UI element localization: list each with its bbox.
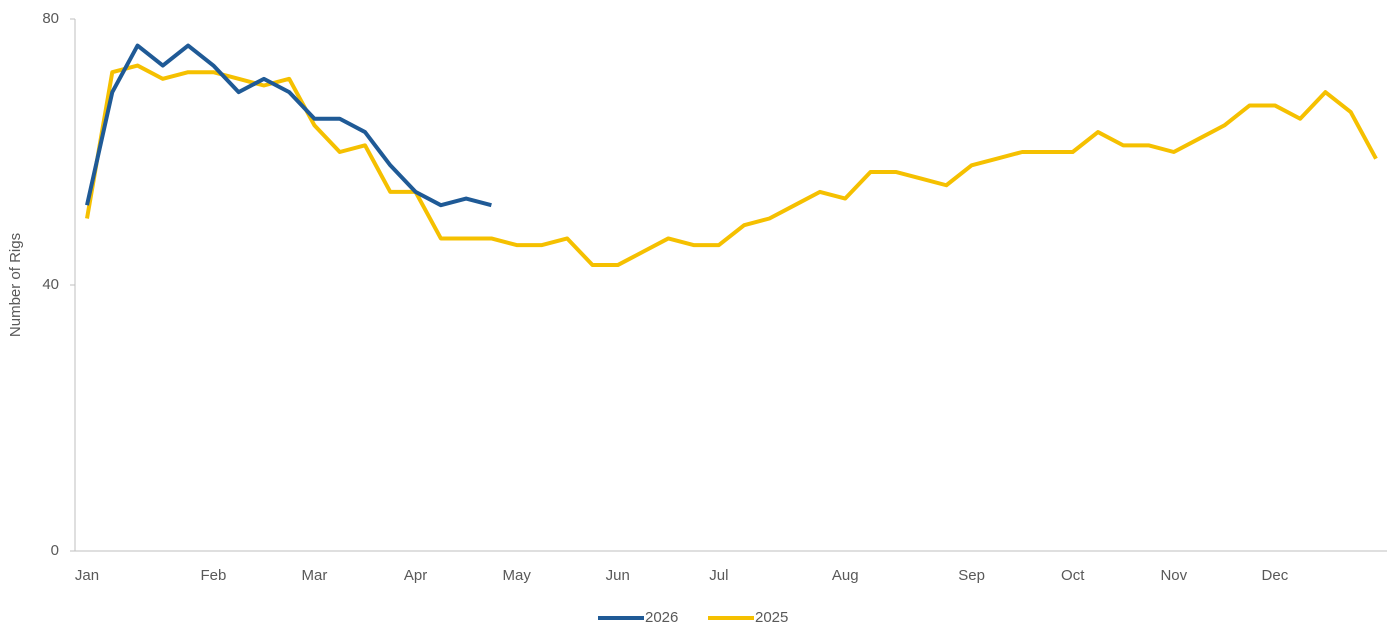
x-tick-label: Sep — [958, 567, 985, 584]
legend-label: 2025 — [755, 609, 788, 626]
x-tick-label: Mar — [302, 567, 328, 584]
legend-label: 2026 — [645, 609, 678, 626]
x-tick-label: Apr — [404, 567, 427, 584]
y-tick-label: 0 — [51, 542, 59, 559]
x-tick-label: Nov — [1160, 567, 1187, 584]
series-line — [85, 63, 1378, 268]
y-tick-label: 40 — [42, 276, 59, 293]
x-tick-label: May — [502, 567, 531, 584]
x-tick-label: Dec — [1262, 567, 1289, 584]
x-tick-label: Feb — [200, 567, 226, 584]
x-tick-label: Oct — [1061, 567, 1085, 584]
y-axis-label: Number of Rigs — [7, 233, 24, 337]
series-line — [85, 43, 492, 208]
x-tick-label: Aug — [832, 567, 859, 584]
x-tick-label: Jan — [75, 567, 99, 584]
x-tick-label: Jul — [709, 567, 728, 584]
x-tick-label: Jun — [606, 567, 630, 584]
y-tick-label: 80 — [42, 10, 59, 27]
